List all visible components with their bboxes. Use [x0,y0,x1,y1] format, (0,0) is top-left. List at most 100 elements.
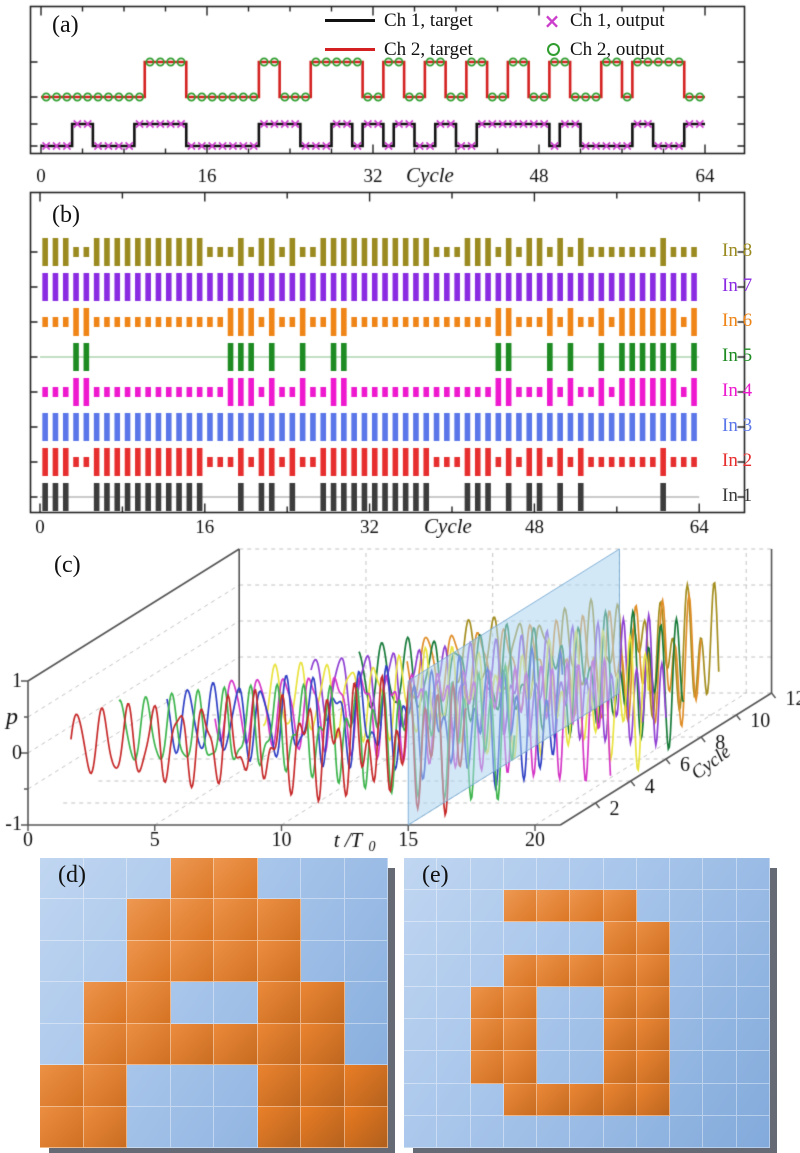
pixel-cell-off [437,1115,471,1148]
panel-d-pixel-grid: (d) [40,858,388,1148]
pixel-cell-off [537,922,571,955]
pixel-cell-on [636,986,671,1020]
pixel-cell-off [470,858,504,891]
legend-line-swatch-icon [325,48,375,51]
legend-item: Ch 2, target [325,39,540,61]
pixel-cell-off [83,899,127,941]
pixel-cell-off [127,1106,171,1148]
pixel-cell-on [636,1019,671,1052]
x-marker-icon: × [543,8,561,33]
pixel-cell-off [437,986,471,1020]
pixel-cell-off [404,1115,438,1148]
legend-item: Ch 2, output [540,39,664,61]
pixel-cell-on [301,1023,345,1066]
pixel-cell-off [636,890,671,923]
pixel-cell-off [736,1051,770,1084]
pixel-cell-off [437,954,471,987]
pixel-cell-off [470,1083,504,1116]
pixel-cell-off [83,940,127,983]
pixel-cell-on [127,940,171,983]
pixel-cell-off [301,940,345,983]
pixel-cell-on [83,1023,127,1066]
pixel-cell-on [636,922,671,955]
pixel-cell-off [703,1019,737,1052]
pixel-cell-off [703,1115,737,1148]
pixel-cell-on [257,899,301,941]
pixel-cell-off [301,899,345,941]
pixel-cell-on [257,940,301,983]
pixel-cell-on [503,954,538,987]
pixel-cell-on [257,982,301,1024]
pixel-cell-on [257,1106,301,1148]
legend-line-swatch-icon [325,19,375,22]
pixel-cell-off [40,899,84,941]
input-label-in-7: In 7 [722,275,753,296]
pixel-cell-off [570,986,604,1020]
pixel-cell-off [736,858,770,891]
pixel-cell-off [736,1019,770,1052]
pixel-cell-on [570,954,604,987]
pixel-cell-off [736,954,770,987]
pixel-cell-off [83,858,127,900]
pixel-cell-off [670,954,704,987]
pixel-cell-off [703,1083,737,1116]
pixel-cell-on [470,986,504,1020]
pixel-cell-on [170,858,214,900]
input-label-in-5: In 5 [722,345,753,366]
panel-b-label: (b) [52,202,80,228]
pixel-cell-off [470,954,504,987]
panel-e-label: (e) [422,862,449,888]
pixel-cell-off [703,1051,737,1084]
pixel-cell-on [636,1083,671,1116]
pixel-cell-off [437,1083,471,1116]
pixel-cell-off [537,1051,571,1084]
pixel-cell-off [214,982,258,1024]
pixel-cell-off [736,1083,770,1116]
input-label-in-2: In 2 [722,450,753,471]
pixel-cell-off [214,1106,258,1148]
panel-a-plot [0,0,800,190]
pixel-cell-on [603,1083,637,1116]
pixel-cell-off [404,1083,438,1116]
pixel-cell-off [570,1019,604,1052]
pixel-cell-off [670,1083,704,1116]
input-label-in-8: In 8 [722,240,753,261]
legend-row: Ch 2, target Ch 2, output [325,37,664,62]
pixel-cell-on [301,1106,345,1148]
pixel-cell-off [570,922,604,955]
pixel-cell-on [603,922,637,955]
pixel-cell-on [470,1019,504,1052]
pixel-cell-on [257,1023,301,1066]
pixel-cell-off [670,890,704,923]
pixel-cell-on [537,1083,571,1116]
pixel-cell-off [344,858,388,900]
pixel-cell-off [404,1051,438,1084]
pixel-cell-off [603,858,637,891]
pixel-cell-off [703,986,737,1020]
pixel-cell-off [127,1065,171,1107]
panel-e-pixel-grid: (e) [404,858,770,1148]
pixel-cell-off [170,1106,214,1148]
pixel-cell-off [40,858,84,900]
pixel-cell-on [603,1019,637,1052]
pixel-cell-off [40,982,84,1024]
pixel-cell-off [503,858,538,891]
pixel-cell-on [40,1065,84,1107]
pixel-cell-off [404,986,438,1020]
pixel-cell-on [214,858,258,900]
pixel-cell-off [344,940,388,983]
pixel-cell-off [170,982,214,1024]
pixel-cell-off [636,858,671,891]
pixel-cell-on [40,1106,84,1148]
pixel-cell-on [214,899,258,941]
pixel-cell-off [170,1065,214,1107]
pixel-cell-on [470,1051,504,1084]
pixel-cell-off [736,922,770,955]
pixel-cell-on [83,1065,127,1107]
legend-label: Ch 2, output [570,38,665,60]
pixel-cell-off [127,858,171,900]
legend-label: Ch 2, target [384,38,473,60]
pixel-cell-off [470,1115,504,1148]
pixel-cell-off [570,1115,604,1148]
